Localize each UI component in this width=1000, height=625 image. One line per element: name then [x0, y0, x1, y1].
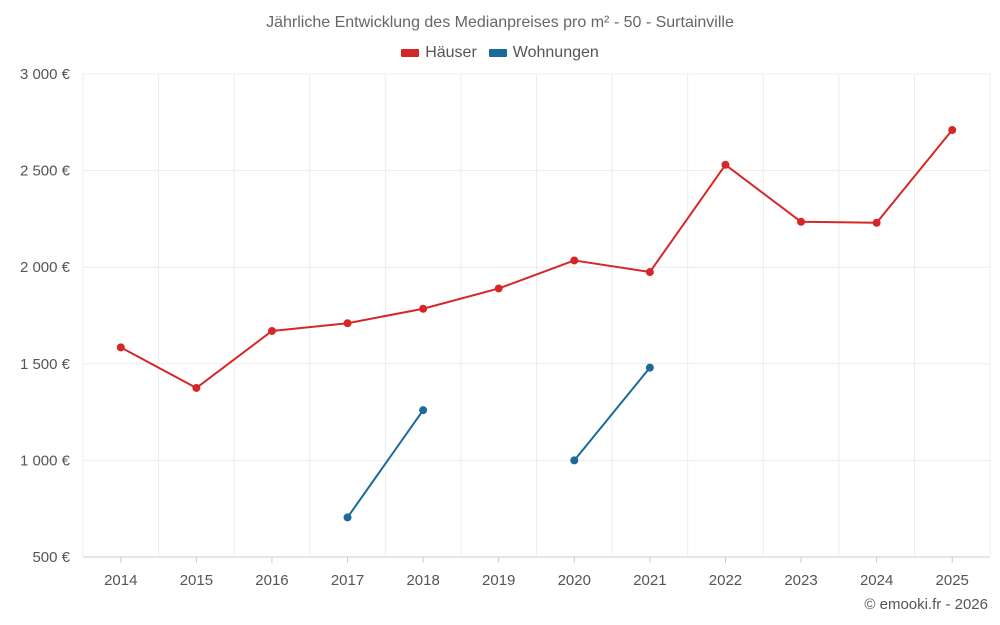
x-tick-label: 2017	[331, 572, 364, 589]
x-tick-label: 2023	[784, 572, 817, 589]
x-tick-label: 2020	[558, 572, 591, 589]
data-point-haeuser	[797, 217, 806, 226]
data-point-wohnungen	[570, 456, 579, 465]
data-point-wohnungen	[645, 363, 654, 372]
data-point-haeuser	[570, 256, 579, 265]
data-point-wohnungen	[419, 406, 428, 415]
data-point-haeuser	[267, 326, 276, 335]
data-point-haeuser	[494, 284, 503, 293]
data-point-haeuser	[116, 343, 125, 352]
y-tick-label: 1 500 €	[20, 356, 71, 373]
data-point-wohnungen	[343, 513, 352, 522]
x-tick-label: 2015	[180, 572, 213, 589]
legend-label-haeuser: Häuser	[425, 44, 477, 61]
data-point-haeuser	[419, 304, 428, 313]
x-tick-label: 2016	[255, 572, 288, 589]
legend: Häuser Wohnungen	[0, 44, 1000, 62]
series-line-wohnungen	[346, 409, 424, 518]
y-tick-label: 3 000 €	[20, 66, 71, 83]
y-tick-label: 1 000 €	[20, 452, 71, 469]
y-tick-label: 2 500 €	[20, 163, 71, 180]
y-tick-label: 2 000 €	[20, 259, 71, 276]
legend-swatch-wohnungen	[488, 49, 507, 57]
copyright-text: © emooki.fr - 2026	[864, 596, 988, 613]
data-point-haeuser	[645, 268, 654, 277]
x-tick-label: 2014	[104, 572, 137, 589]
legend-item-wohnungen[interactable]: Wohnungen	[488, 44, 599, 62]
x-tick-label: 2025	[936, 572, 969, 589]
x-tick-label: 2018	[406, 572, 439, 589]
legend-label-wohnungen: Wohnungen	[512, 44, 599, 61]
x-tick-label: 2022	[709, 572, 742, 589]
data-point-haeuser	[872, 218, 881, 227]
legend-swatch-haeuser	[401, 49, 420, 57]
series-line-haeuser	[120, 129, 953, 389]
data-point-haeuser	[721, 160, 730, 169]
chart-title: Jährliche Entwicklung des Medianpreises …	[266, 14, 734, 31]
x-tick-label: 2024	[860, 572, 893, 589]
x-tick-label: 2021	[633, 572, 666, 589]
y-tick-label: 500 €	[32, 549, 70, 566]
legend-item-haeuser[interactable]: Häuser	[401, 44, 477, 62]
x-tick-label: 2019	[482, 572, 515, 589]
data-point-haeuser	[948, 126, 957, 135]
data-point-haeuser	[343, 319, 352, 328]
series-line-wohnungen	[573, 367, 651, 462]
data-point-haeuser	[192, 383, 201, 392]
